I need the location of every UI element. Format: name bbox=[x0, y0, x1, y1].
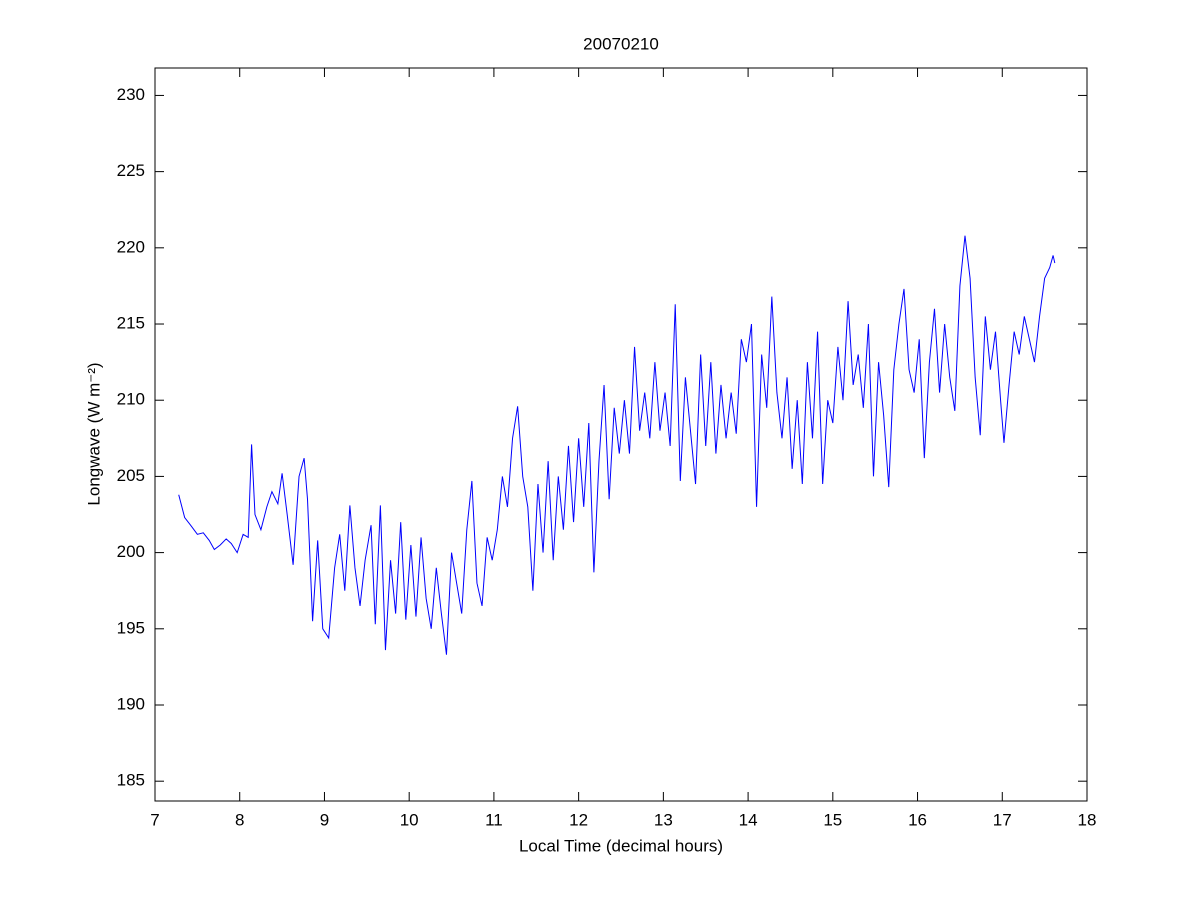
x-tick-label: 10 bbox=[400, 810, 419, 829]
data-line bbox=[178, 235, 1056, 655]
x-axis-label: Local Time (decimal hours) bbox=[519, 836, 723, 855]
y-tick-label: 200 bbox=[117, 542, 145, 561]
x-tick-label: 9 bbox=[320, 810, 329, 829]
y-tick-label: 230 bbox=[117, 85, 145, 104]
x-tick-label: 12 bbox=[569, 810, 588, 829]
x-tick-label: 15 bbox=[823, 810, 842, 829]
x-tick-label: 16 bbox=[908, 810, 927, 829]
x-tick-label: 18 bbox=[1078, 810, 1097, 829]
x-tick-label: 14 bbox=[739, 810, 758, 829]
x-tick-label: 11 bbox=[485, 810, 503, 829]
y-tick-label: 215 bbox=[117, 314, 145, 333]
x-tick-label: 17 bbox=[993, 810, 1012, 829]
y-tick-label: 210 bbox=[117, 390, 145, 409]
plot-area bbox=[154, 67, 1088, 802]
y-tick-label: 185 bbox=[117, 771, 145, 790]
y-axis-label: Longwave (W m⁻²) bbox=[84, 362, 103, 505]
y-tick-label: 205 bbox=[117, 466, 145, 485]
y-tick-label: 220 bbox=[117, 237, 145, 256]
y-tick-label: 225 bbox=[117, 161, 145, 180]
chart-title: 20070210 bbox=[583, 34, 659, 53]
x-tick-label: 13 bbox=[654, 810, 673, 829]
y-tick-label: 190 bbox=[117, 694, 145, 713]
x-tick-label: 8 bbox=[235, 810, 244, 829]
x-tick-label: 7 bbox=[150, 810, 159, 829]
y-tick-label: 195 bbox=[117, 618, 145, 637]
